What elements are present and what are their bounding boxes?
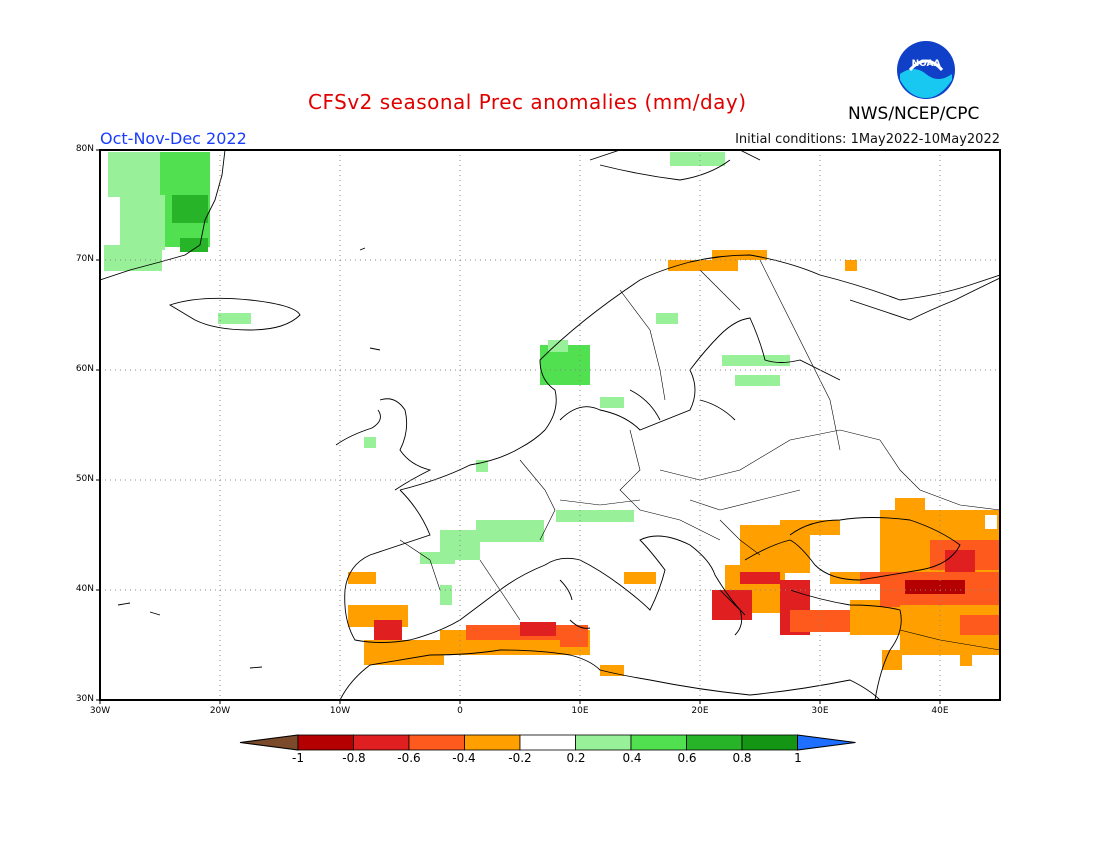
page-title: CFSv2 seasonal Prec anomalies (mm/day) [308,90,747,114]
lon-label-10e: 10E [571,706,589,716]
coastlines [100,150,1000,700]
colorbar-label-02: 0.2 [566,751,586,765]
lat-label-30n: 30N [75,694,94,704]
colorbar-swatch [686,734,743,751]
colorbar-swatch [297,734,354,751]
agency-label: NWS/NCEP/CPC [848,104,980,124]
colorbar-label-m04: -0.4 [452,751,476,765]
map-frame [99,149,1001,701]
lon-label-30w: 30W [89,706,111,716]
lat-label-60n: 60N [75,364,94,374]
noaa-logo-text: NOAA [912,59,941,69]
lat-label-70n: 70N [75,254,94,264]
axis-ticks [96,149,941,704]
lat-label-40n: 40N [75,584,94,594]
colorbar-label-1: 1 [794,751,802,765]
colorbar-label-m06: -0.6 [397,751,421,765]
colorbar-arrow-low [239,734,299,751]
lon-label-10w: 10W [329,706,351,716]
colorbar-swatch [575,734,632,751]
lon-label-0: 0 [457,706,463,716]
anomaly-iberia-africa [348,572,656,676]
grid-lines [100,150,1000,700]
lon-label-20w: 20W [209,706,231,716]
lat-label-50n: 50N [75,474,94,484]
colorbar-swatch [408,734,465,751]
lon-label-30e: 30E [811,706,829,716]
anomaly-svalbard [670,152,725,166]
colorbar-arrow-high [797,734,856,751]
colorbar-swatch [519,734,576,751]
lat-label-80n: 80N [75,144,94,154]
colorbar-label-m02: -0.2 [508,751,532,765]
colorbar-swatch [464,734,521,751]
colorbar-label-06: 0.6 [677,751,697,765]
lon-label-40e: 40E [931,706,949,716]
colorbar-swatch [353,734,410,751]
colorbar-swatch [741,734,798,751]
colorbar-swatch [630,734,687,751]
noaa-logo: NOAA [897,41,955,99]
initial-conditions-label: Initial conditions: 1May2022-10May2022 [735,132,1000,147]
colorbar-label-04: 0.4 [622,751,642,765]
colorbar-label-m08: -0.8 [342,751,366,765]
colorbar-label-08: 0.8 [732,751,752,765]
anomaly-iceland [218,313,251,324]
anomaly-greenland [104,152,210,271]
colorbar-label-m1: -1 [292,751,304,765]
lon-label-20e: 20E [691,706,709,716]
season-label: Oct-Nov-Dec 2022 [100,129,247,148]
